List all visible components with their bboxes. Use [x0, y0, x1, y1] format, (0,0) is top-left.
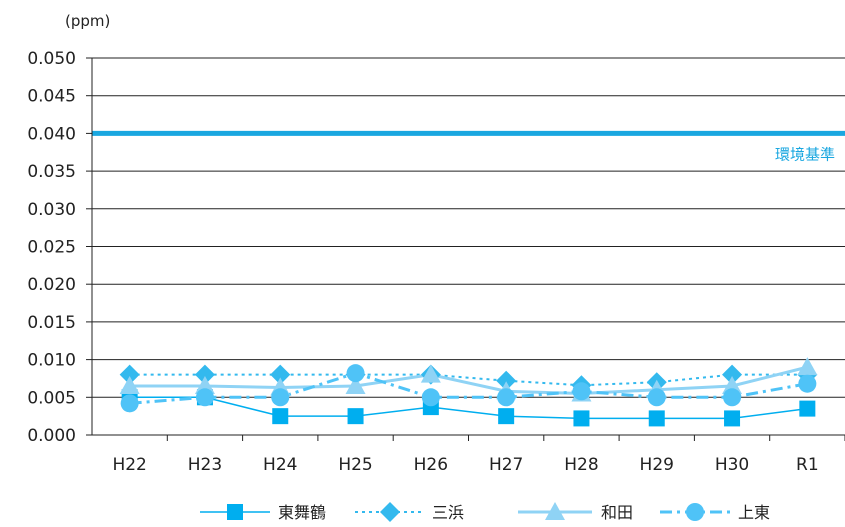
data-point	[347, 408, 364, 425]
x-tick-label: H24	[263, 455, 297, 475]
data-point	[272, 408, 289, 425]
series-line-2	[129, 373, 808, 387]
reference-line-label: 環境基準	[775, 145, 835, 163]
y-tick-label: 0.025	[27, 238, 76, 258]
x-tick-label: H26	[414, 455, 448, 475]
data-point	[194, 375, 215, 394]
y-tick-label: 0.005	[27, 388, 76, 408]
y-tick-label: 0.030	[27, 200, 76, 220]
data-point	[722, 364, 743, 385]
x-tick-label: H27	[489, 455, 523, 475]
data-point	[723, 388, 742, 407]
unit-label: (ppm)	[65, 12, 110, 30]
legend-marker	[227, 504, 243, 520]
data-point	[496, 370, 517, 391]
data-point	[573, 410, 590, 427]
data-point	[798, 374, 817, 393]
x-tick-label: H28	[564, 455, 598, 475]
data-point	[572, 382, 591, 401]
legend-label: 和田	[601, 503, 633, 522]
series-line-1	[129, 396, 808, 420]
data-point	[722, 375, 743, 394]
legend-marker	[545, 502, 565, 520]
x-tick-label: R1	[796, 455, 819, 475]
data-point	[345, 375, 366, 394]
legend-label: 三浜	[432, 503, 464, 522]
legend-label: 東舞鶴	[278, 503, 326, 522]
legend-marker	[380, 502, 400, 522]
data-point	[420, 364, 441, 383]
x-tick-label: H30	[715, 455, 749, 475]
data-point	[799, 400, 816, 417]
series-line-3	[129, 365, 808, 396]
data-point	[119, 375, 140, 394]
data-point	[195, 388, 214, 407]
data-point	[119, 364, 140, 385]
data-point	[270, 364, 291, 385]
x-tick-label: H25	[338, 455, 372, 475]
y-tick-label: 0.015	[27, 313, 76, 333]
y-tick-label: 0.040	[27, 124, 76, 144]
data-point	[497, 388, 516, 407]
data-point	[647, 388, 666, 407]
y-tick-label: 0.045	[27, 87, 76, 107]
y-tick-label: 0.050	[27, 49, 76, 69]
legend-label: 上東	[738, 503, 770, 522]
x-tick-label: H22	[112, 455, 146, 475]
y-tick-label: 0.020	[27, 275, 76, 295]
data-point	[194, 364, 215, 385]
y-tick-label: 0.035	[27, 162, 76, 182]
data-point	[797, 357, 818, 376]
data-point	[120, 394, 139, 413]
legend-marker	[686, 503, 704, 521]
data-point	[346, 364, 365, 383]
data-point	[724, 410, 741, 427]
data-point	[271, 388, 290, 407]
x-tick-label: H29	[640, 455, 674, 475]
y-tick-label: 0.000	[27, 426, 76, 446]
data-point	[498, 408, 515, 425]
x-tick-label: H23	[188, 455, 222, 475]
data-point	[421, 388, 440, 407]
y-tick-label: 0.010	[27, 351, 76, 371]
data-point	[648, 410, 665, 427]
